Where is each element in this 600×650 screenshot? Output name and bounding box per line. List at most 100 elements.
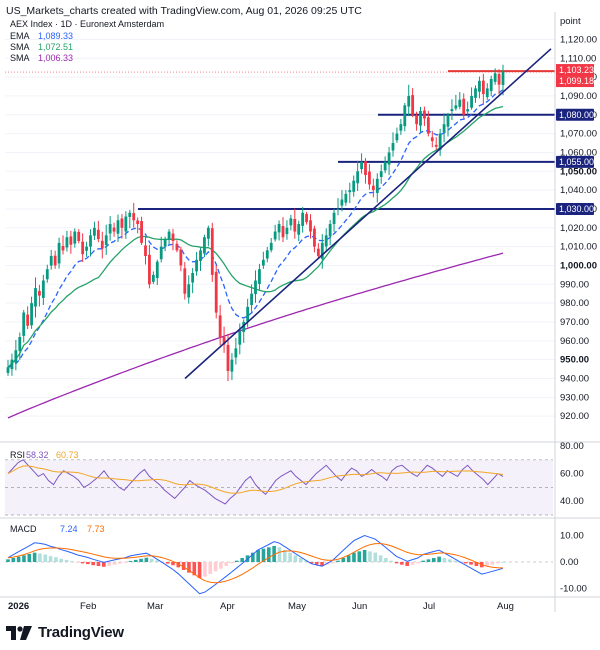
time-tick-label: Apr (220, 601, 235, 612)
macd-histogram-bar (442, 558, 447, 562)
candle-body (352, 180, 356, 192)
macd-histogram-bar (16, 556, 21, 562)
macd-histogram-bar (368, 551, 372, 562)
candle-body (320, 242, 324, 259)
candle-body (316, 248, 320, 257)
candle-body (226, 344, 230, 371)
rsi-tick-label: 80.00 (560, 441, 584, 452)
macd-histogram-bar (251, 552, 255, 562)
macd-histogram-bar (309, 562, 314, 564)
level-tag-label: 1,055.00 (559, 157, 594, 167)
macd-histogram-bar (43, 554, 48, 562)
macd-histogram-bar (432, 558, 436, 562)
macd-histogram-bar (38, 553, 42, 562)
macd-histogram-bar (80, 562, 85, 564)
macd-histogram-bar (293, 555, 298, 562)
price-tick-label: 1,010.00 (560, 242, 597, 253)
candle-body (478, 80, 481, 92)
candle-body (489, 78, 493, 92)
macd-histogram-bar (91, 562, 95, 566)
candle-body (175, 243, 179, 251)
rsi-title: RSI (10, 450, 25, 460)
indicator-name: SMA (10, 53, 30, 63)
candle-body (179, 249, 183, 266)
candle-body (230, 359, 234, 372)
macd-histogram-bar (330, 562, 335, 564)
tradingview-logo[interactable]: TradingView (6, 624, 124, 641)
candle-body (474, 88, 477, 98)
macd-histogram-bar (336, 560, 340, 562)
candle-body (148, 254, 151, 285)
price-tick-label: 1,090.00 (560, 91, 597, 102)
rsi-pane: 40.00 60.00 80.00 RSI 58.32 60.73 (5, 441, 584, 516)
rsi-tick-label: 60.00 (560, 469, 584, 480)
candle-body (238, 331, 242, 345)
macd-signal-value: 7.73 (87, 524, 105, 534)
macd-histogram-bar (181, 562, 186, 570)
candle-body (348, 190, 352, 193)
candle-body (195, 259, 198, 272)
candle-body (61, 246, 65, 251)
candle-body (258, 269, 261, 284)
candle-body (73, 231, 77, 244)
candle-body (254, 280, 257, 295)
price-tick-label: 1,120.00 (560, 34, 597, 45)
level-tag-label: 1,080.00 (559, 110, 594, 120)
chart-legend: AEX Index · 1D · Euronext Amsterdam EMA 1,… (10, 19, 164, 63)
candle-body (171, 233, 175, 241)
macd-histogram-bar (213, 562, 218, 572)
candle-body (462, 98, 466, 115)
price-tick-label: 990.00 (560, 279, 589, 290)
candle-body (368, 171, 371, 185)
candle-body (493, 73, 497, 82)
candle-body (415, 115, 418, 125)
candle-body (403, 105, 407, 127)
candle-body (85, 246, 88, 251)
candle-body (395, 133, 399, 141)
candle-body (250, 293, 253, 306)
rsi-tick-label: 40.00 (560, 496, 584, 507)
price-tags: 1,080.00 1,055.00 1,030.00 1,103.231,099.18 (556, 64, 594, 215)
candle-body (466, 109, 470, 112)
candle-body (100, 240, 104, 249)
macd-histogram-bar (155, 560, 159, 562)
macd-histogram-bar (133, 559, 138, 562)
rsi-value: 58.32 (26, 450, 49, 460)
price-axis-label: point (560, 16, 581, 27)
candle-body (407, 95, 411, 107)
candle-body (26, 314, 30, 326)
macd-histogram-bar (6, 559, 10, 562)
macd-histogram-bar (123, 562, 127, 563)
chart-caption: US_Markets_charts created with TradingVi… (6, 5, 362, 17)
macd-signal-line (7, 543, 504, 584)
macd-histogram-bar (219, 562, 223, 569)
macd-histogram-bar (32, 552, 37, 562)
candle-body (53, 255, 57, 266)
price-tick-label: 920.00 (560, 411, 589, 422)
candle-body (120, 218, 124, 228)
indicator-value: 1,006.33 (38, 53, 73, 63)
candle-body (144, 245, 147, 257)
macd-histogram-bar (421, 560, 425, 562)
macd-histogram-bar (261, 548, 266, 562)
price-tick-label: 980.00 (560, 298, 589, 309)
candle-body (116, 220, 120, 234)
macd-histogram-bar (314, 562, 319, 565)
level-tag (556, 202, 594, 215)
candle-body (497, 73, 501, 85)
macd-histogram-bar (27, 554, 32, 562)
candle-body (301, 212, 305, 226)
candle-body (112, 227, 116, 232)
candle-body (22, 312, 26, 336)
macd-histogram-bar (384, 558, 388, 562)
macd-histogram-bar (96, 562, 101, 566)
macd-histogram-bar (378, 555, 383, 562)
candle-body (446, 114, 450, 127)
candle-body (214, 271, 218, 313)
last-price-secondary-tag (556, 76, 594, 88)
macd-histogram-bar (501, 562, 505, 563)
candle-body (6, 367, 10, 373)
candle-body (313, 228, 316, 247)
sma-line-long (7, 252, 504, 419)
